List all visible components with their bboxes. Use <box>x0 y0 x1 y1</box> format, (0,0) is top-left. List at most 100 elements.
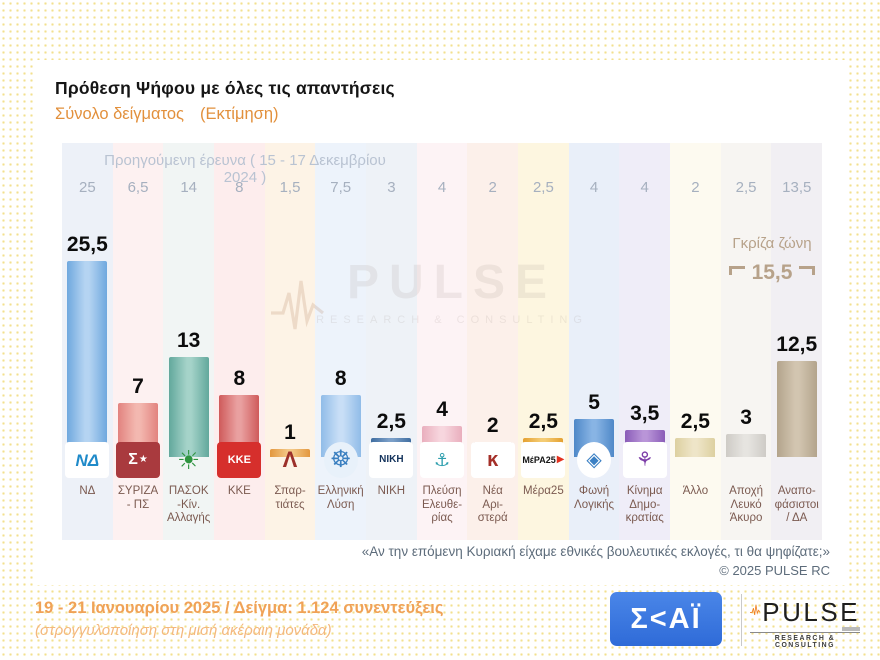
party-logo-text: ◈ <box>586 449 602 471</box>
previous-value: 1,5 <box>279 179 301 196</box>
party-logo-text: MέPA25 <box>522 454 556 465</box>
party-logo: Σ ★ <box>116 442 160 478</box>
party-logo-accent: ★ <box>138 454 148 465</box>
party-label: ΝΙΚΗ <box>377 485 406 497</box>
skai-logo: Σ<ΑΪ <box>610 592 722 646</box>
party-column: 2,5 3 Αποχή Λευκό Άκυρο <box>720 143 772 540</box>
party-label: Αναπο- φάσιστοι / ΔΑ <box>774 485 819 525</box>
previous-value: 2 <box>488 179 497 196</box>
party-logo-accent: ▶ <box>556 454 565 465</box>
party-logo-text: Λ <box>282 447 298 472</box>
previous-value: 3 <box>387 179 396 196</box>
party-column: 25 25,5 ΝΔ ΝΔ <box>62 143 113 540</box>
bar <box>67 260 108 457</box>
gray-zone-bracket-left <box>728 265 745 275</box>
party-label: Κίνημα Δημο- κρατίας <box>625 485 664 525</box>
party-logo: ΝΙΚΗ <box>369 442 414 478</box>
bar-value: 8 <box>334 367 347 391</box>
gray-zone-annotation: Γκρίζα ζώνη 15,5 <box>698 235 846 285</box>
party-label: ΝΔ <box>79 485 96 497</box>
pulse-brand-text: PULSE <box>762 597 860 627</box>
previous-value: 25 <box>78 179 96 196</box>
party-logo: Λ <box>268 442 312 478</box>
previous-value: 2 <box>691 179 700 196</box>
party-label: Αποχή Λευκό Άκυρο <box>729 485 764 525</box>
party-logo: ⚘ <box>622 442 667 478</box>
footer-rounding-note: (στρογγυλοποίηση στη μισή ακέραιη μονάδα… <box>35 622 332 639</box>
party-label: Μέρα25 <box>523 485 564 497</box>
bar-value: 13 <box>177 328 201 352</box>
bar <box>168 356 209 457</box>
party-column: 8 8 ΚΚΕ ΚΚΕ <box>214 143 265 540</box>
bar-value: 2,5 <box>528 409 558 433</box>
party-logo-text: ΝΙΚΗ <box>379 454 404 465</box>
party-column: 4 5 ◈ Φωνή Λογικής <box>568 143 620 540</box>
previous-value: 7,5 <box>330 179 352 196</box>
party-logo-text: ⚘ <box>635 449 654 471</box>
page-title: Πρόθεση Ψήφου με όλες τις απαντήσεις <box>55 78 395 98</box>
footer-date-sample: 19 - 21 Ιανουαρίου 2025 / Δείγμα: 1.124 … <box>35 599 444 617</box>
subtitle-estimate: (Εκτίμηση) <box>200 105 279 123</box>
party-label: ΠΑΣΟΚ -Κίν. Αλλαγής <box>167 485 211 525</box>
bar-value: 5 <box>588 390 600 414</box>
party-column: 4 3,5 ⚘ Κίνημα Δημο- κρατίας <box>619 143 671 540</box>
pulse-mark <box>842 627 860 631</box>
bar-value: 7 <box>132 375 144 399</box>
chart-columns: Προηγούμενη έρευνα ( 15 - 17 Δεκεμβρίου … <box>62 143 823 540</box>
bar-value: 2,5 <box>376 409 406 433</box>
party-logo-text: ΚΚΕ <box>227 453 251 466</box>
party-logo-text: ⚓ <box>433 450 451 470</box>
party-logo: ☸ <box>323 442 358 478</box>
party-label: Φωνή Λογικής <box>574 485 615 511</box>
party-column: 7,5 8 ☸ Ελληνική Λύση <box>315 143 367 540</box>
party-logo-text: ĸ <box>487 449 499 471</box>
party-column: 6,5 7 Σ ★ ΣΥΡΙΖΑ - ΠΣ <box>112 143 164 540</box>
chart-card: Πρόθεση Ψήφου με όλες τις απαντήσεις Σύν… <box>35 60 845 585</box>
bar <box>675 437 716 457</box>
pulse-logo: PULSE RESEARCH & CONSULTING <box>750 593 860 649</box>
bar-value: 25,5 <box>66 232 108 256</box>
pulse-tagline-text: RESEARCH & CONSULTING <box>750 632 860 649</box>
party-column: 2 2 ĸ Νέα Αρι- στερά <box>467 143 519 540</box>
pulse-waveform-icon <box>750 604 761 616</box>
party-column: 3 2,5 ΝΙΚΗ ΝΙΚΗ <box>366 143 417 540</box>
party-logo: ◈ <box>577 442 612 478</box>
previous-value: 2,5 <box>735 179 757 196</box>
bar-value: 1 <box>284 421 296 445</box>
bar-value: 3,5 <box>630 402 660 426</box>
party-label: Σπαρ- τιάτες <box>274 485 306 511</box>
party-logo: ☀ <box>167 442 211 478</box>
party-logo-text: ΝΔ <box>75 450 100 470</box>
party-logo: ĸ <box>470 442 515 478</box>
party-label: Νέα Αρι- στερά <box>477 485 508 525</box>
previous-value: 13,5 <box>782 179 812 196</box>
party-logo: ⚓ <box>420 442 465 478</box>
previous-value: 14 <box>180 179 198 196</box>
previous-value: 4 <box>589 179 599 196</box>
bar <box>270 449 311 457</box>
party-column: 14 13 ☀ ΠΑΣΟΚ -Κίν. Αλλαγής <box>163 143 215 540</box>
bar-value: 4 <box>436 398 448 422</box>
previous-survey-header: Προηγούμενη έρευνα ( 15 - 17 Δεκεμβρίου … <box>104 152 386 186</box>
previous-value: 6,5 <box>127 179 149 196</box>
party-logo-text: Σ <box>128 451 138 468</box>
gray-zone-bracket-right <box>799 265 816 275</box>
previous-value: 2,5 <box>532 179 554 196</box>
copyright-text: © 2025 PULSE RC <box>719 563 830 578</box>
party-label: Άλλο <box>682 485 709 497</box>
bar-value: 2 <box>486 413 499 437</box>
bar <box>776 360 817 457</box>
party-logo: ΝΔ <box>65 442 110 478</box>
party-logo: ΚΚΕ <box>217 442 262 478</box>
party-logo-text: ☀ <box>177 445 201 475</box>
previous-value: 4 <box>437 179 447 196</box>
party-column: 2 2,5 Άλλο <box>670 143 721 540</box>
party-logo-text: ☸ <box>329 446 352 473</box>
party-column: 4 4 ⚓ Πλεύση Ελευθε- ρίας <box>416 143 468 540</box>
bar-value: 8 <box>233 367 246 391</box>
bar-value: 2,5 <box>680 409 710 433</box>
party-column: 2,5 2,5 MέPA25 ▶ Μέρα25 <box>518 143 569 540</box>
previous-value: 4 <box>640 179 649 196</box>
subtitle-sample: Σύνολο δείγματος <box>55 105 185 123</box>
